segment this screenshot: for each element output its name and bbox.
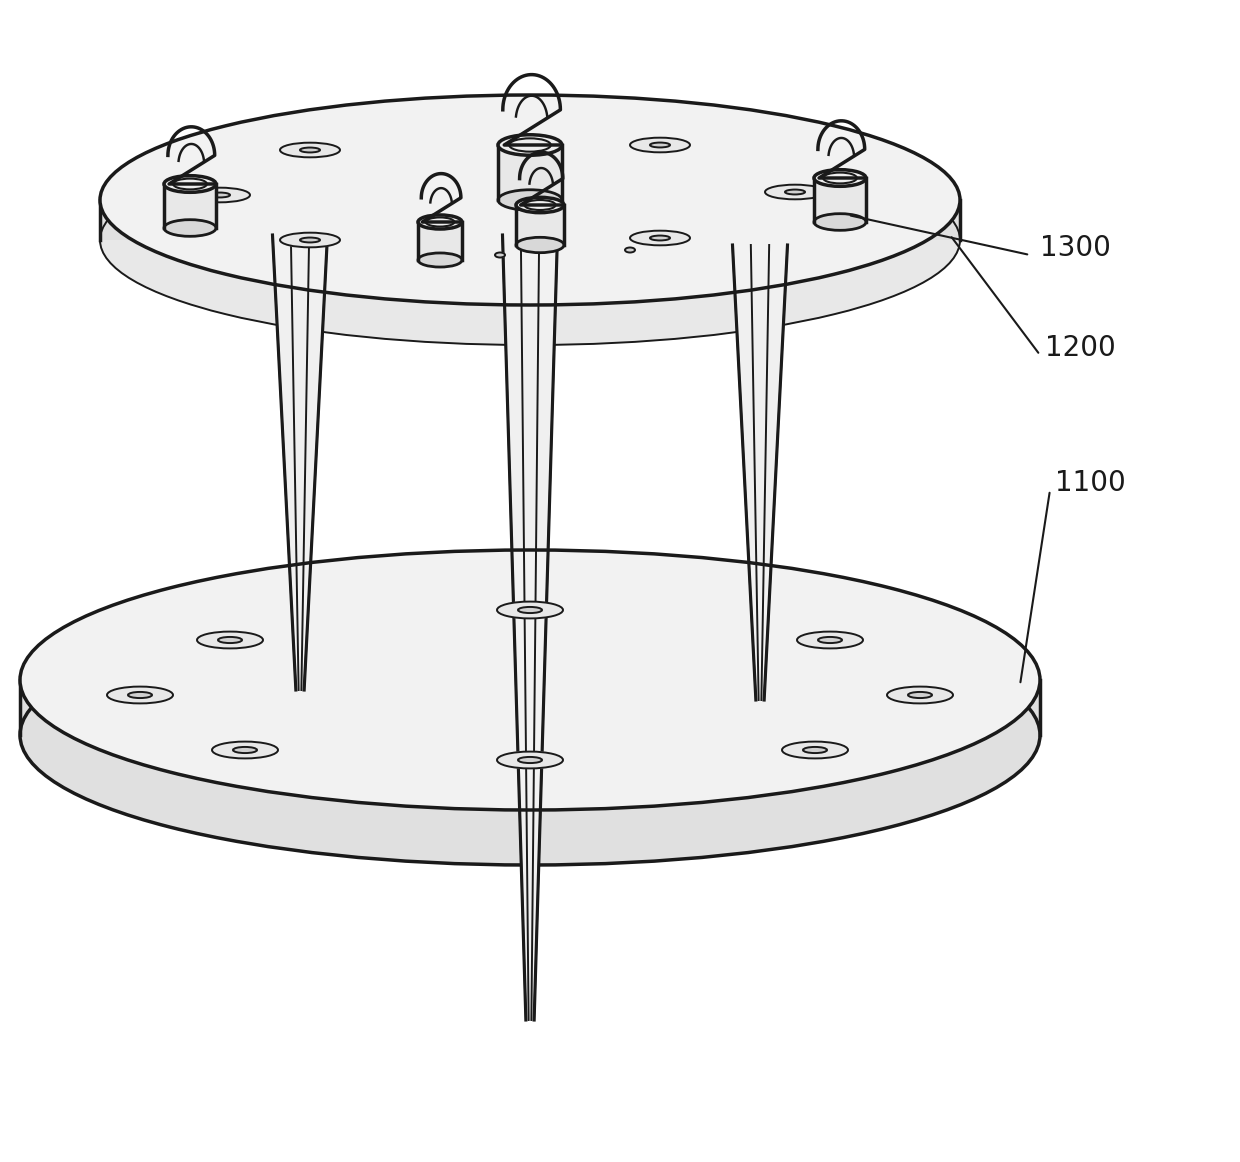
Ellipse shape bbox=[497, 602, 563, 618]
Ellipse shape bbox=[418, 253, 463, 267]
Ellipse shape bbox=[100, 95, 960, 304]
Ellipse shape bbox=[625, 248, 635, 252]
Ellipse shape bbox=[218, 637, 242, 643]
Ellipse shape bbox=[813, 214, 866, 230]
Ellipse shape bbox=[280, 232, 340, 248]
Polygon shape bbox=[813, 178, 866, 222]
Ellipse shape bbox=[164, 220, 216, 236]
Ellipse shape bbox=[210, 193, 229, 198]
Ellipse shape bbox=[20, 550, 1040, 810]
Polygon shape bbox=[516, 205, 564, 245]
Ellipse shape bbox=[128, 691, 153, 698]
Polygon shape bbox=[301, 235, 327, 690]
Ellipse shape bbox=[498, 135, 562, 156]
Ellipse shape bbox=[523, 207, 537, 213]
Ellipse shape bbox=[495, 252, 505, 258]
Ellipse shape bbox=[630, 137, 689, 152]
Text: 1300: 1300 bbox=[1040, 234, 1111, 261]
Ellipse shape bbox=[190, 188, 250, 202]
Polygon shape bbox=[733, 245, 759, 700]
Ellipse shape bbox=[418, 215, 463, 229]
Ellipse shape bbox=[300, 148, 320, 152]
Ellipse shape bbox=[518, 607, 542, 614]
Polygon shape bbox=[273, 235, 299, 690]
Ellipse shape bbox=[233, 747, 257, 753]
Ellipse shape bbox=[765, 185, 825, 200]
Ellipse shape bbox=[516, 237, 564, 252]
Ellipse shape bbox=[797, 632, 863, 648]
Polygon shape bbox=[532, 235, 558, 1020]
Ellipse shape bbox=[107, 687, 174, 703]
Ellipse shape bbox=[20, 605, 1040, 865]
Text: 1100: 1100 bbox=[1055, 469, 1126, 497]
Polygon shape bbox=[751, 245, 769, 700]
Polygon shape bbox=[502, 235, 528, 1020]
Ellipse shape bbox=[516, 198, 564, 213]
Ellipse shape bbox=[630, 231, 689, 245]
Ellipse shape bbox=[212, 741, 278, 759]
Polygon shape bbox=[164, 184, 216, 228]
Text: 1200: 1200 bbox=[1045, 333, 1116, 363]
Ellipse shape bbox=[887, 687, 954, 703]
Polygon shape bbox=[418, 222, 463, 260]
Ellipse shape bbox=[300, 237, 320, 243]
Ellipse shape bbox=[804, 747, 827, 753]
Ellipse shape bbox=[818, 637, 842, 643]
Ellipse shape bbox=[280, 143, 340, 157]
Ellipse shape bbox=[813, 170, 866, 186]
Ellipse shape bbox=[197, 632, 263, 648]
Ellipse shape bbox=[498, 189, 562, 210]
Ellipse shape bbox=[908, 691, 932, 698]
Ellipse shape bbox=[650, 143, 670, 148]
Ellipse shape bbox=[782, 741, 848, 759]
Ellipse shape bbox=[518, 756, 542, 763]
Ellipse shape bbox=[785, 189, 805, 194]
Polygon shape bbox=[291, 235, 309, 690]
Ellipse shape bbox=[512, 715, 548, 726]
Ellipse shape bbox=[650, 236, 670, 241]
Polygon shape bbox=[100, 200, 960, 241]
Ellipse shape bbox=[512, 744, 548, 755]
Ellipse shape bbox=[497, 752, 563, 768]
Polygon shape bbox=[521, 235, 539, 1020]
Polygon shape bbox=[512, 720, 548, 749]
Polygon shape bbox=[498, 145, 562, 200]
Ellipse shape bbox=[100, 135, 960, 345]
Polygon shape bbox=[20, 680, 1040, 736]
Polygon shape bbox=[761, 245, 787, 700]
Ellipse shape bbox=[164, 175, 216, 193]
